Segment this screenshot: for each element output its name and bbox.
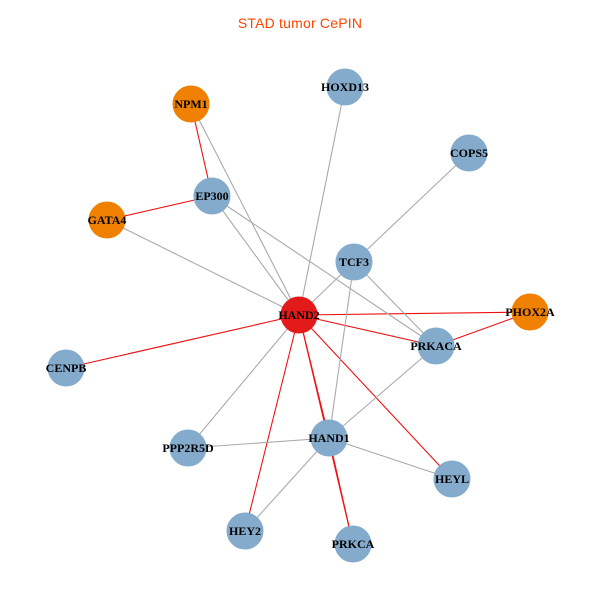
svg-text:CENPB: CENPB: [46, 361, 87, 375]
svg-text:PPP2R5D: PPP2R5D: [162, 441, 214, 455]
svg-text:HEYL: HEYL: [435, 472, 469, 486]
svg-text:HAND2: HAND2: [278, 308, 319, 322]
svg-text:COPS5: COPS5: [450, 146, 488, 160]
svg-text:HOXD13: HOXD13: [321, 80, 369, 94]
svg-text:PRKACA: PRKACA: [410, 339, 462, 353]
svg-text:NPM1: NPM1: [174, 97, 207, 111]
svg-text:PRKCA: PRKCA: [332, 537, 375, 551]
svg-text:PHOX2A: PHOX2A: [505, 305, 555, 319]
svg-text:HAND1: HAND1: [308, 431, 349, 445]
svg-text:TCF3: TCF3: [339, 255, 369, 269]
svg-text:HEY2: HEY2: [229, 524, 261, 538]
svg-text:GATA4: GATA4: [88, 213, 127, 227]
svg-text:EP300: EP300: [195, 189, 228, 203]
